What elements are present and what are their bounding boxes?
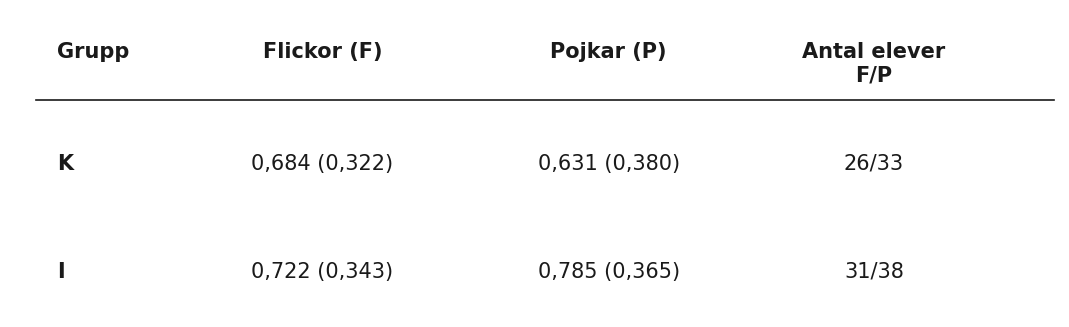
Text: Antal elever
F/P: Antal elever F/P (803, 43, 946, 86)
Text: Grupp: Grupp (58, 43, 129, 62)
Text: 0,631 (0,380): 0,631 (0,380) (538, 153, 680, 174)
Text: Flickor (F): Flickor (F) (263, 43, 382, 62)
Text: I: I (58, 262, 65, 282)
Text: 0,722 (0,343): 0,722 (0,343) (251, 262, 393, 282)
Text: 26/33: 26/33 (843, 153, 904, 174)
Text: K: K (58, 153, 74, 174)
Text: 0,684 (0,322): 0,684 (0,322) (251, 153, 393, 174)
Text: 0,785 (0,365): 0,785 (0,365) (538, 262, 680, 282)
Text: Pojkar (P): Pojkar (P) (551, 43, 667, 62)
Text: 31/38: 31/38 (845, 262, 904, 282)
